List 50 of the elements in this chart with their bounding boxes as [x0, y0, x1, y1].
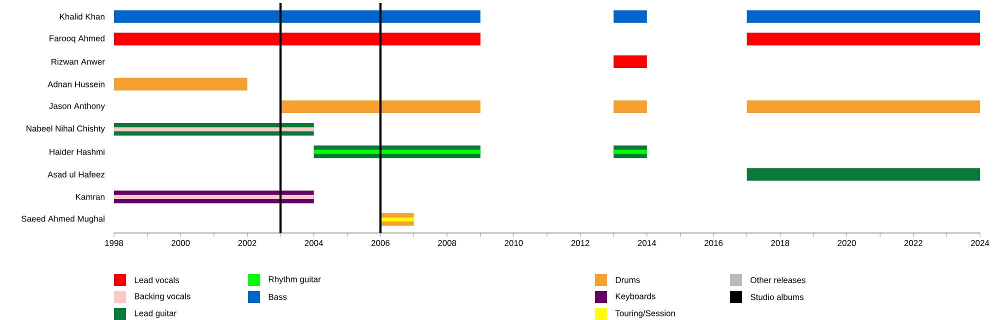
legend-label: Touring/Session — [615, 310, 675, 318]
x-tick-label: 2018 — [771, 240, 790, 246]
y-tick-label: Adnan Hussein — [48, 81, 104, 88]
bar — [614, 150, 647, 154]
x-tick-label: 2010 — [504, 240, 523, 246]
x-tick-label: 2016 — [704, 240, 723, 246]
legend-label: Drums — [616, 277, 640, 283]
bar — [114, 127, 314, 132]
bar — [114, 194, 314, 199]
y-tick-label: Jason Anthony — [49, 102, 105, 111]
y-tick-label: Haider Hashmi — [50, 148, 104, 155]
x-tick-label: 2014 — [638, 240, 656, 246]
x-tick-label: 2012 — [571, 240, 590, 246]
bar — [614, 10, 647, 23]
bar — [746, 100, 980, 114]
x-tick-label: 2006 — [371, 240, 390, 246]
legend-label: Keyboards — [616, 293, 656, 301]
legend-label: Other releases — [750, 276, 806, 284]
bar — [114, 78, 248, 90]
bar — [746, 10, 980, 23]
x-tick-label: 1998 — [105, 240, 124, 246]
x-tick-label: 2020 — [838, 240, 856, 246]
x-tick-label: 2000 — [172, 240, 190, 246]
y-tick-label: Saeed Ahmed Mughal — [22, 216, 104, 224]
y-tick-label: Khalid Khan — [60, 13, 104, 20]
x-tick-label: 2024 — [971, 240, 990, 246]
bar — [614, 100, 647, 114]
y-tick-label: Rizwan Anwer — [52, 58, 105, 65]
legend-label: Lead guitar — [134, 310, 176, 318]
bar — [314, 150, 480, 154]
y-tick-label: Kamran — [76, 194, 104, 200]
legend-label: Lead vocals — [134, 276, 180, 284]
bar — [114, 32, 480, 46]
legend-label: Backing vocals — [134, 293, 190, 301]
bar — [380, 217, 414, 222]
bar — [114, 10, 480, 23]
y-tick-label: Nabeel Nihal Chishty — [26, 125, 105, 134]
legend-label: Studio albums — [750, 294, 804, 300]
x-tick-label: 2008 — [438, 240, 456, 246]
y-tick-label: Asad ul Hafeez — [48, 171, 105, 178]
bar — [746, 168, 980, 181]
bar — [614, 55, 647, 68]
y-tick-label: Farooq Ahmed — [50, 35, 104, 44]
x-tick-label: 2002 — [238, 240, 256, 246]
legend-label: Bass — [268, 294, 287, 300]
bar — [746, 32, 980, 46]
x-tick-label: 2022 — [904, 240, 922, 246]
legend-label: Rhythm guitar — [268, 276, 321, 284]
bar — [280, 100, 480, 114]
x-tick-label: 2004 — [304, 240, 324, 246]
